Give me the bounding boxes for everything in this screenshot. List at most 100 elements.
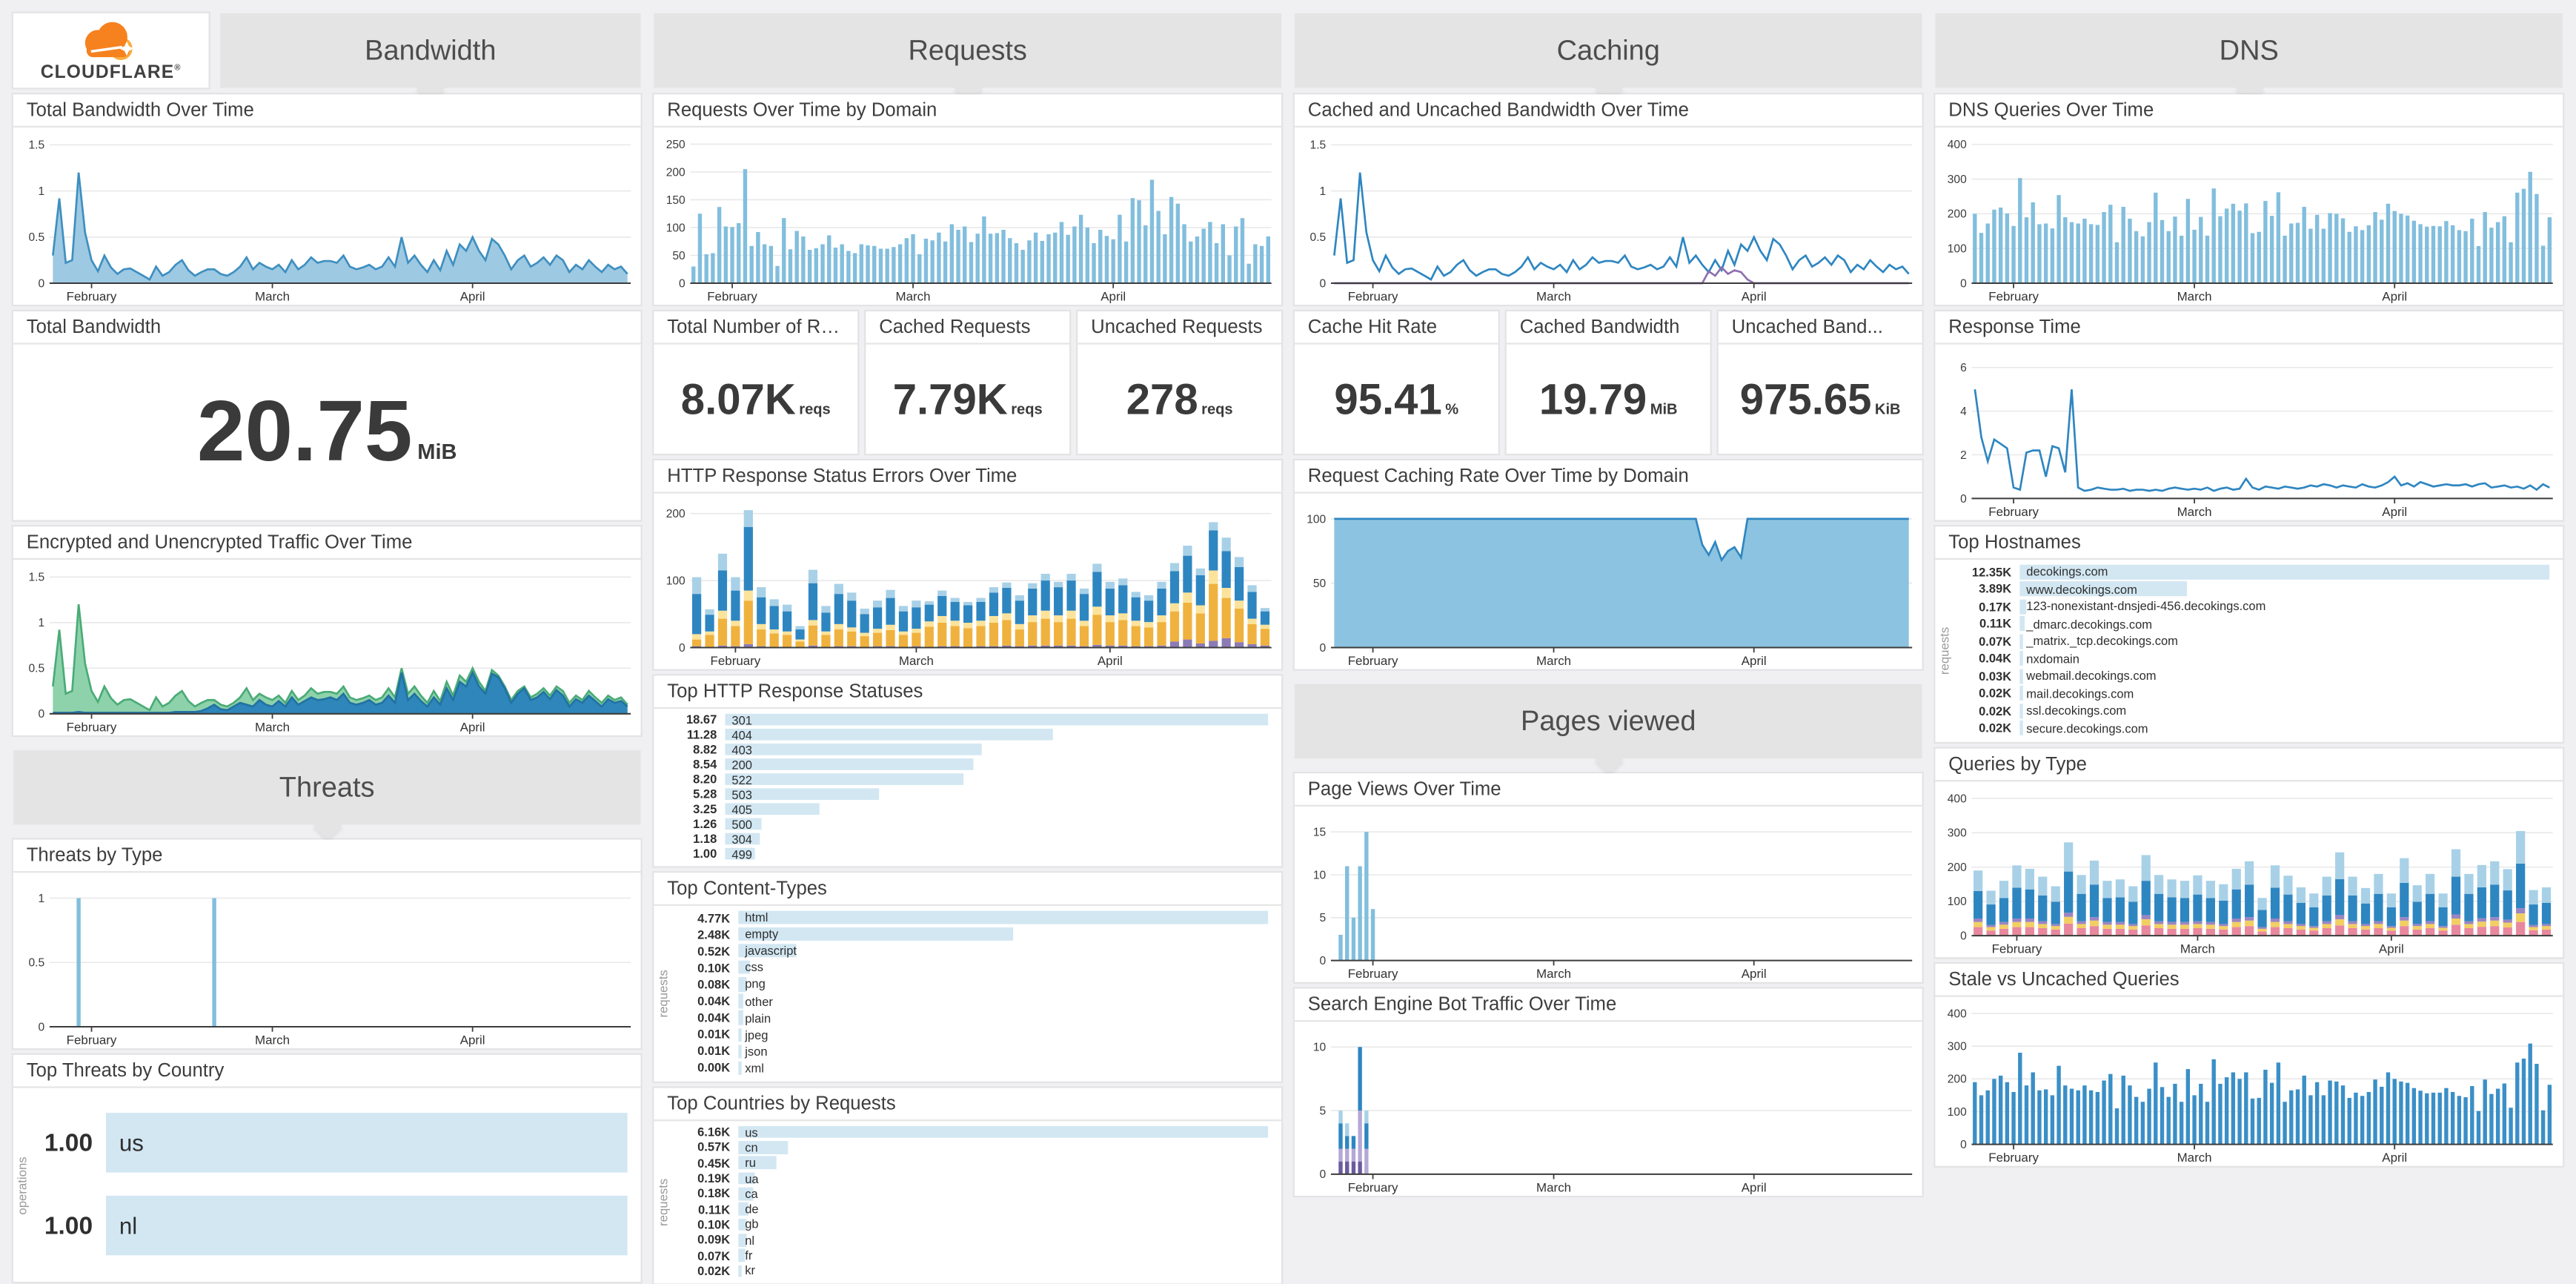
svg-text:April: April [1742,967,1767,981]
row-label: 522 [731,771,752,787]
list-row[interactable]: 1.26 500 [667,816,1268,831]
svg-text:0: 0 [39,708,45,721]
list-row[interactable]: 8.82 403 [667,742,1268,757]
svg-text:April: April [1098,654,1123,668]
cached-uncached-bandwidth-chart[interactable]: 0 0.5 1 1.5 February March April [1295,128,1922,305]
list-row[interactable]: 3.25 405 [667,801,1268,816]
list-row[interactable]: 4.77K html [680,909,1269,926]
list-row[interactable]: 0.08K png [680,976,1268,993]
list-row[interactable]: 8.20 522 [667,772,1268,787]
dns-queries-chart[interactable]: 0 100 200 300 400 February March April [1935,128,2563,305]
list-row[interactable]: 0.02K secure.decokings.com [1962,720,2549,737]
list-row[interactable]: 0.17K 123-nonexistant-dnsjedi-456.decokin… [1962,598,2549,615]
encrypted-traffic-chart[interactable]: 0 0.5 1 1.5 February March April [13,560,641,735]
list-row[interactable]: 0.45K ru [680,1155,1268,1171]
list-row[interactable]: 0.01K jpeg [680,1026,1268,1043]
svg-text:March: March [2177,289,2212,303]
y-axis-label: requests [655,970,671,1018]
metric-unit: reqs [799,400,831,417]
row-value: 1.00 [44,1211,93,1240]
list-row[interactable]: 1.00 us [27,1106,628,1179]
list-row[interactable]: 0.11K _dmarc.decokings.com [1962,615,2549,632]
list-row[interactable]: 0.04K nxdomain [1962,650,2549,667]
row-value: 0.10K [697,1217,731,1232]
list-row[interactable]: 0.18K ca [680,1186,1268,1202]
top-hostnames-list: requests 12.35K decokings.com 3.89K www.deco… [1935,560,2563,742]
list-row[interactable]: 0.57K cn [680,1140,1268,1156]
list-row[interactable]: 0.02K ssl.decokings.com [1962,702,2549,719]
list-row[interactable]: 6.16K us [680,1125,1269,1140]
list-row[interactable]: 0.10K css [680,959,1268,976]
list-row[interactable]: 12.35K decokings.com [1962,563,2550,580]
panel-title: Encrypted and Unencrypted Traffic Over T… [13,526,641,560]
row-bar-wrap: javascript [738,944,1268,959]
list-row[interactable]: 0.04K plain [680,1010,1268,1027]
status-errors-chart[interactable]: 0 100 200 February March April [654,494,1281,669]
panel-top-hostnames: Top Hostnames requests 12.35K decokings.co… [1935,526,2563,742]
page-views-chart[interactable]: 0 5 10 15 February March April [1295,807,1922,982]
svg-text:0: 0 [1320,955,1327,967]
row-bar-wrap: json [738,1044,1268,1059]
stale-uncached-chart[interactable]: 0 100 200 300 400 February March April [1935,997,2563,1166]
row-label: empty [745,927,779,942]
row-bar-wrap: www.decokings.com [2019,582,2549,597]
row-value: 18.67 [686,712,717,727]
svg-text:0: 0 [679,642,686,655]
svg-text:March: March [1536,967,1571,981]
row-bar-wrap: gb [738,1217,1268,1232]
list-row[interactable]: 0.09K nl [680,1232,1268,1248]
total-bandwidth-chart[interactable]: 0 0.5 1 1.5 February March April [13,128,641,305]
list-row[interactable]: 0.07K fr [680,1248,1268,1263]
row-bar-wrap: us [105,1113,628,1173]
row-label: _matrix._tcp.decokings.com [2026,633,2178,649]
list-row[interactable]: 0.07K _matrix._tcp.decokings.com [1962,632,2549,649]
list-row[interactable]: 1.18 304 [667,831,1268,847]
list-row[interactable]: 0.03K webmail.decokings.com [1962,667,2549,684]
list-row[interactable]: 18.67 301 [667,712,1269,727]
threats-by-type-chart[interactable]: 0 0.5 1 February March April [13,873,641,1048]
row-label: 304 [731,831,752,847]
list-row[interactable]: 0.10K gb [680,1217,1268,1232]
list-row[interactable]: 0.02K kr [680,1263,1268,1279]
response-time-chart[interactable]: 0 2 4 6 February March April [1935,345,2563,520]
row-bar-wrap: plain [738,1010,1268,1025]
list-row[interactable]: 0.19K ua [680,1171,1268,1186]
svg-text:April: April [2382,289,2407,303]
cloudflare-logo[interactable]: CLOUDFLARE® [13,13,209,88]
column-requests: Requests Requests Over Time by Domain 0 5… [654,13,1282,1284]
row-bar [738,927,1014,942]
panel-dns-queries: DNS Queries Over Time 0 100 200 300 400 Febru… [1935,94,2563,305]
queries-by-type-chart[interactable]: 0 100 200 300 400 February March April [1935,781,2563,957]
row-bar [738,1234,746,1247]
list-row[interactable]: 8.54 200 [667,757,1268,772]
list-row[interactable]: 11.28 404 [667,727,1268,742]
metric-value: 8.07K [680,374,796,424]
panel-title: Threats by Type [13,840,641,873]
row-label: de [745,1201,759,1217]
list-row[interactable]: 1.00 nl [27,1189,628,1262]
row-value: 3.89K [1979,581,2012,597]
top-countries-list: requests 6.16K us 0.57K cn 0.45K ru 0.19K ua 0.18… [654,1121,1281,1283]
row-value: 0.17K [1979,599,2012,615]
metric-unit: reqs [1011,400,1043,417]
list-row[interactable]: 3.89K www.decokings.com [1962,580,2549,598]
row-bar-wrap: 123-nonexistant-dnsjedi-456.decokings.co… [2019,599,2549,614]
list-row[interactable]: 0.11K de [680,1202,1268,1217]
list-row[interactable]: 2.48K empty [680,926,1268,943]
row-label: css [745,960,764,976]
list-row[interactable]: 0.52K javascript [680,943,1268,960]
requests-over-time-chart[interactable]: 0 50 100 150 200 250 February March April [654,128,1281,305]
caching-rate-chart[interactable]: 0 50 100 February March April [1295,494,1922,669]
panel-encrypted-traffic: Encrypted and Unencrypted Traffic Over T… [13,526,641,735]
list-row[interactable]: 0.00K xml [680,1059,1268,1076]
row-label: plain [745,1010,771,1025]
list-row[interactable]: 0.01K json [680,1043,1268,1060]
list-row[interactable]: 0.02K mail.decokings.com [1962,685,2549,702]
list-row[interactable]: 1.00 499 [667,847,1268,861]
row-label: xml [745,1060,764,1076]
list-row[interactable]: 5.28 503 [667,787,1268,801]
list-row[interactable]: 0.04K other [680,993,1268,1010]
svg-text:March: March [2177,1151,2212,1165]
svg-text:February: February [1988,505,2039,519]
bot-traffic-chart[interactable]: 0 5 10 February March April [1295,1022,1922,1196]
